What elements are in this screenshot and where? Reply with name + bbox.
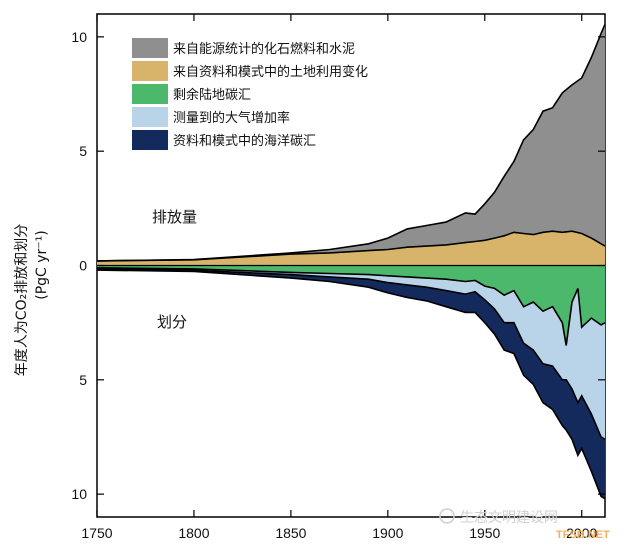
watermark-subtext: TFSB.NET xyxy=(556,529,610,541)
legend-swatch-fossil xyxy=(132,38,168,58)
x-tick-label-1850: 1850 xyxy=(275,525,306,541)
legend-swatch-land-sink xyxy=(132,84,168,104)
y-tick-label-4: 10 xyxy=(71,486,87,502)
emissions-line-0 xyxy=(96,230,606,262)
partition-line-2 xyxy=(96,269,606,500)
partition-line-1 xyxy=(96,268,606,440)
wechat-icon xyxy=(439,508,455,524)
watermark: 生态文明建设网 TFSB.NET xyxy=(439,508,610,541)
x-tick-label-1950: 1950 xyxy=(469,525,500,541)
x-tick-label-2000: 2000 xyxy=(566,525,597,541)
y-axis-unit: (PgC yr⁻¹) xyxy=(34,230,50,300)
legend-label-atmosphere: 测量到的大气增加率 xyxy=(173,110,290,126)
x-tick-label-1900: 1900 xyxy=(372,525,403,541)
legend-swatch-landuse xyxy=(132,61,168,81)
emissions-line-1 xyxy=(96,23,606,262)
y-tick-label-3: 5 xyxy=(79,372,87,388)
legend-label-fossil: 来自能源统计的化石燃料和水泥 xyxy=(173,41,355,57)
legend-label-land-sink: 剩余陆地碳汇 xyxy=(173,87,251,103)
watermark-text: 生态文明建设网 xyxy=(460,510,558,526)
legend-label-landuse: 来自资料和模式中的土地利用变化 xyxy=(173,64,368,80)
y-axis-label: 年度人为CO₂排放和划分 xyxy=(14,224,30,376)
emissions-area-0 xyxy=(97,231,605,266)
partition-line-0 xyxy=(96,267,606,346)
emissions-annotation: 排放量 xyxy=(152,208,197,226)
partition-area-0 xyxy=(97,265,605,346)
legend-swatch-atmosphere xyxy=(132,107,168,127)
legend: 来自能源统计的化石燃料和水泥 来自资料和模式中的土地利用变化 剩余陆地碳汇 测量… xyxy=(132,38,368,150)
axis-ticks: 1750 1800 1850 1900 1950 2000 10 5 0 5 10 xyxy=(71,14,605,541)
x-tick-label-1750: 1750 xyxy=(81,525,112,541)
y-tick-label-1: 5 xyxy=(79,143,87,159)
legend-label-ocean-sink: 资料和模式中的海洋碳汇 xyxy=(173,133,316,149)
y-tick-label-2: 0 xyxy=(79,258,87,274)
legend-swatch-ocean-sink xyxy=(132,130,168,150)
partition-annotation: 划分 xyxy=(157,313,187,331)
y-tick-label-0: 10 xyxy=(71,29,87,45)
area-layers xyxy=(97,24,605,499)
boundary-lines xyxy=(96,23,606,500)
x-tick-label-1800: 1800 xyxy=(178,525,209,541)
